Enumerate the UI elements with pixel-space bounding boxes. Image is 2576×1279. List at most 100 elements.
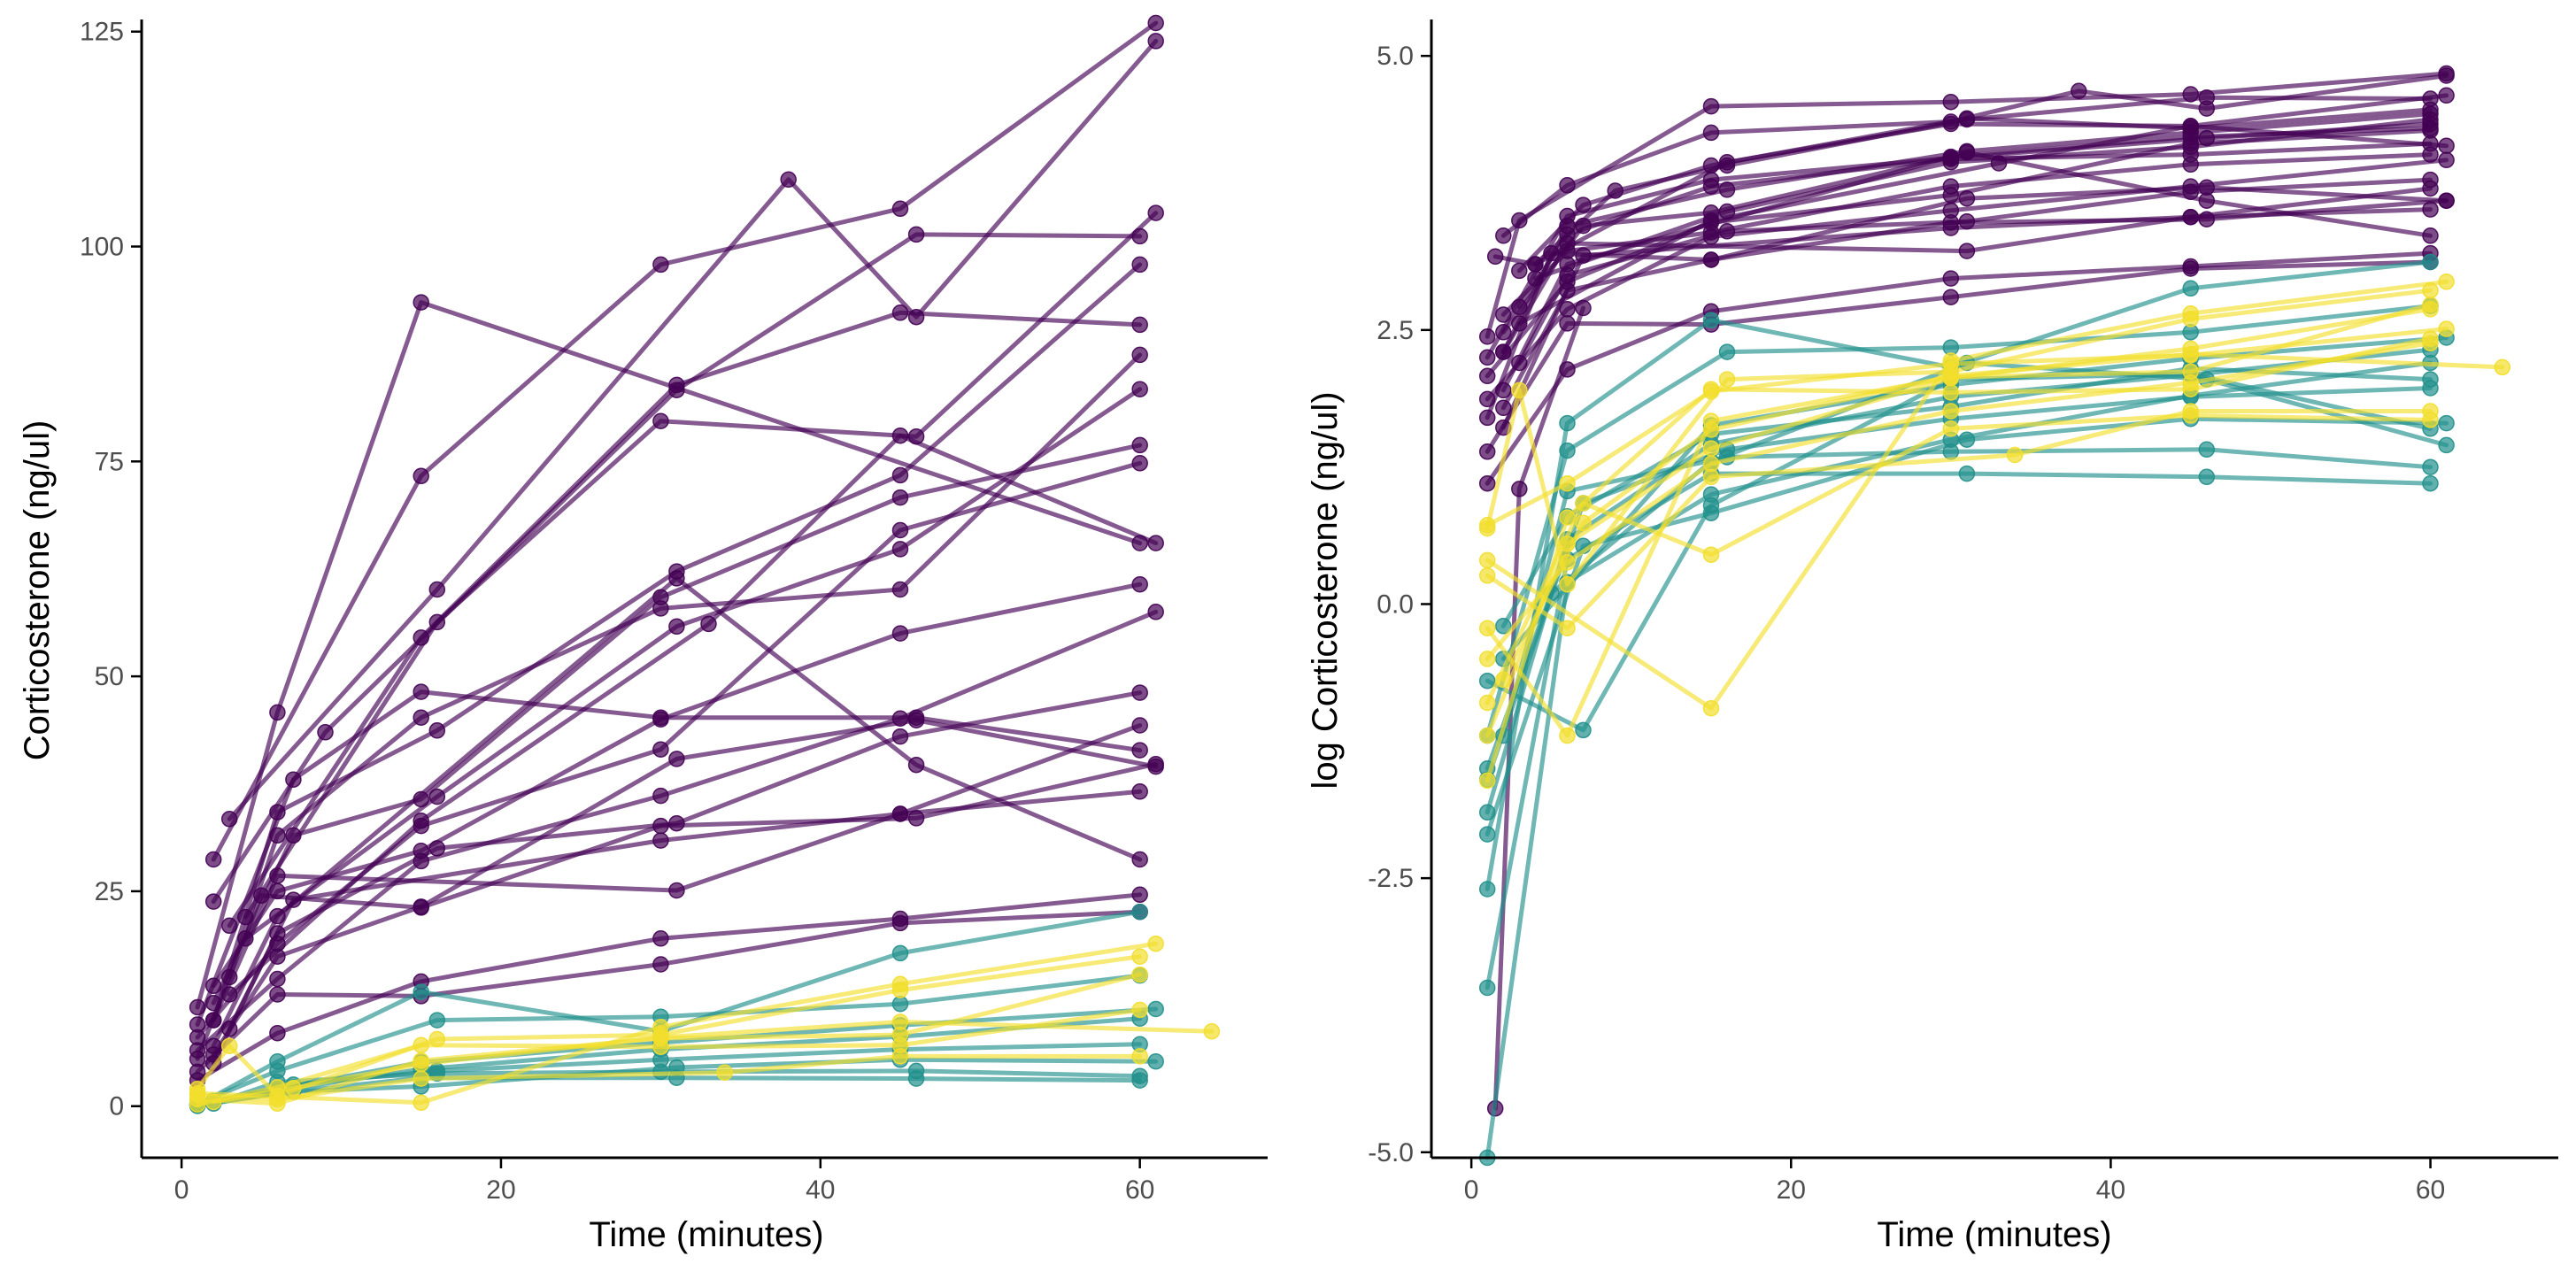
data-point — [1131, 455, 1148, 472]
y-tick-label: 50 — [95, 662, 124, 691]
data-point — [1559, 177, 1576, 194]
data-point — [1559, 620, 1576, 636]
y-tick-label: 2.5 — [1377, 316, 1414, 345]
data-point — [907, 712, 925, 728]
series-line — [195, 909, 1143, 1108]
data-point — [891, 982, 909, 998]
data-point — [1702, 546, 1720, 563]
series-line — [1485, 412, 2433, 705]
data-point — [1495, 381, 1512, 399]
series-teal-30 — [1495, 441, 2439, 744]
data-point — [780, 171, 797, 189]
data-point — [1559, 256, 1576, 273]
series-line — [1485, 360, 2449, 771]
data-point — [204, 977, 222, 995]
data-point — [413, 1055, 429, 1073]
series-line — [211, 443, 1143, 1005]
data-point — [1478, 551, 1496, 569]
y-tick-label: 25 — [95, 877, 124, 906]
series-line — [1485, 71, 2449, 339]
series-yellow-44 — [1478, 407, 2439, 712]
series-line — [195, 892, 1143, 1083]
data-point — [1495, 343, 1512, 360]
series-purple-14 — [189, 604, 1164, 1059]
data-point — [891, 541, 909, 558]
data-point — [1575, 721, 1592, 739]
data-point — [1147, 204, 1164, 221]
data-point — [1559, 474, 1576, 492]
data-point — [1478, 651, 1496, 667]
data-point — [1478, 409, 1496, 427]
data-point — [413, 1070, 429, 1087]
data-point — [1942, 384, 1960, 401]
data-point — [2438, 192, 2455, 209]
data-point — [1702, 497, 1720, 514]
data-point — [652, 787, 669, 805]
data-point — [1478, 672, 1496, 690]
data-point — [2198, 192, 2216, 209]
data-point — [1575, 217, 1592, 235]
series-line — [195, 1053, 1143, 1102]
data-point — [428, 1012, 446, 1029]
data-point — [652, 817, 669, 835]
data-point — [1478, 328, 1496, 345]
data-point — [2182, 118, 2199, 135]
data-point — [1702, 97, 1720, 115]
data-point — [413, 817, 429, 835]
data-point — [317, 724, 334, 741]
data-point — [2422, 458, 2439, 475]
data-point — [269, 970, 286, 988]
data-point — [1131, 851, 1148, 868]
data-point — [1131, 381, 1148, 397]
data-point — [1495, 324, 1512, 341]
series-purple-10 — [204, 436, 1148, 1012]
data-point — [413, 683, 429, 700]
data-point — [1702, 312, 1720, 328]
data-point — [1147, 604, 1164, 620]
data-point — [668, 618, 685, 636]
data-point — [652, 930, 669, 947]
data-point — [891, 805, 909, 822]
series-yellow-36 — [1478, 281, 2439, 593]
data-point — [2182, 208, 2199, 226]
data-point — [1131, 966, 1148, 983]
data-point — [652, 256, 669, 274]
data-point — [1702, 251, 1720, 268]
series-line — [1500, 152, 2433, 317]
data-point — [1131, 1067, 1148, 1084]
data-point — [668, 882, 685, 899]
right-panel-log-corticosterone: 0 20 40 60 -5.0 -2.5 0.0 2.5 5.0 Time (minutes) lo… — [1306, 19, 2558, 1254]
series-line — [1516, 141, 2433, 310]
data-point — [413, 709, 429, 726]
data-point — [2422, 122, 2439, 139]
series-line — [227, 38, 1159, 821]
series-line — [195, 1007, 1143, 1107]
data-point — [285, 827, 302, 844]
series-line — [195, 909, 1143, 1075]
data-point — [891, 625, 909, 642]
y-tick-label: 125 — [80, 18, 124, 47]
y-axis-title: Corticosterone (ng/ul) — [18, 420, 57, 761]
data-point — [2422, 180, 2439, 197]
data-point — [269, 827, 286, 844]
data-point — [2182, 374, 2199, 391]
data-point — [1478, 881, 1496, 898]
data-point — [1702, 699, 1720, 717]
series-line — [1485, 306, 2433, 738]
data-point — [891, 200, 909, 218]
x-tick-label: 40 — [806, 1175, 835, 1205]
series-line — [195, 973, 1143, 1106]
data-point — [2494, 358, 2511, 376]
data-point — [1942, 403, 1960, 420]
data-point — [1131, 742, 1148, 759]
data-point — [1543, 244, 1560, 262]
y-tick-label: -5.0 — [1368, 1138, 1414, 1167]
data-point — [907, 756, 925, 774]
data-point — [891, 1048, 909, 1065]
data-point — [269, 1090, 286, 1108]
series-line — [1485, 198, 2449, 420]
data-point — [2182, 407, 2199, 424]
series-line — [227, 690, 1143, 1031]
data-point — [1511, 481, 1528, 497]
data-point — [1478, 772, 1496, 790]
